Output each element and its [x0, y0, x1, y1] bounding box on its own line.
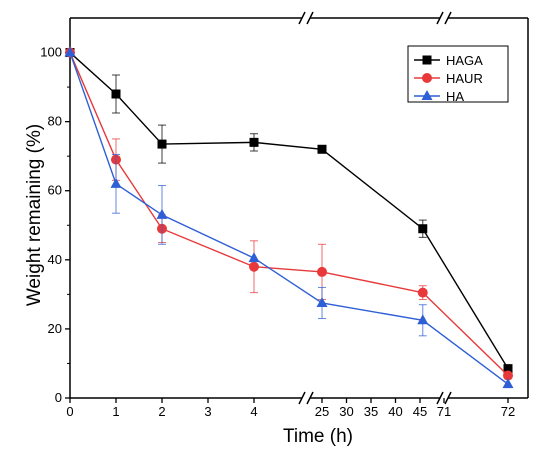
data-point — [248, 252, 260, 263]
x-tick-label: 1 — [112, 404, 119, 419]
data-point — [502, 378, 514, 389]
data-point — [249, 137, 259, 147]
legend-marker — [422, 73, 432, 83]
y-tick-label: 20 — [48, 321, 62, 336]
axes — [69, 11, 529, 405]
series-ha — [64, 46, 514, 389]
axis-break-mark — [444, 11, 452, 25]
legend-label: HA — [446, 89, 464, 104]
x-tick-label: 3 — [204, 404, 211, 419]
y-tick-labels: 0 20 40 60 80 100 — [40, 45, 62, 405]
data-point — [317, 144, 327, 154]
data-point — [418, 224, 428, 234]
x-tick-label: 45 — [413, 404, 427, 419]
x-tick-label: 30 — [339, 404, 353, 419]
y-tick-label: 0 — [55, 390, 62, 405]
data-point — [64, 46, 76, 57]
data-point — [110, 177, 122, 188]
y-tick-label: 100 — [40, 45, 62, 60]
x-tick-label: 35 — [364, 404, 378, 419]
data-point — [157, 139, 167, 149]
series-line — [69, 52, 509, 370]
axis-break-mark — [298, 391, 306, 405]
series-line — [69, 52, 509, 377]
x-axis-title: Time (h) — [283, 426, 353, 447]
axis-break-mark — [436, 391, 444, 405]
x-tick-label: 0 — [66, 404, 73, 419]
x-tick-label: 71 — [437, 404, 451, 419]
data-point — [249, 261, 259, 272]
x-tick-label: 72 — [501, 404, 515, 419]
data-point — [316, 297, 328, 307]
axis-break-mark — [444, 391, 452, 405]
x-tick-label: 2 — [158, 404, 165, 419]
data-point — [417, 287, 428, 298]
axis-break-mark — [298, 11, 306, 25]
x-tick-label: 40 — [388, 404, 402, 419]
y-tick-label: 40 — [48, 252, 62, 267]
y-tick-label: 60 — [48, 183, 62, 198]
data-point — [111, 89, 121, 99]
x-tick-labels: 0 1 2 3 4 25 30 35 40 45 71 72 — [66, 404, 515, 419]
y-tick-label: 80 — [48, 114, 62, 129]
legend: HAGA HAUR HA — [407, 45, 509, 104]
y-axis-title: Weight remaining (%) — [24, 124, 45, 306]
axis-break-mark — [306, 391, 314, 405]
axis-break-mark — [306, 11, 314, 25]
axis-break-mark — [436, 11, 444, 25]
data-point — [156, 208, 168, 219]
tick-marks — [65, 51, 509, 403]
data-point — [503, 364, 513, 374]
legend-marker — [421, 90, 433, 100]
legend-label: HAGA — [446, 53, 483, 68]
x-tick-label: 25 — [315, 404, 329, 419]
legend-marker — [422, 55, 432, 65]
data-point — [503, 370, 513, 381]
data-point — [417, 314, 429, 325]
legend-box — [407, 45, 509, 103]
legend-label: HAUR — [446, 71, 483, 86]
data-point — [317, 266, 327, 277]
series-layer — [64, 46, 514, 389]
x-tick-label: 4 — [250, 404, 257, 419]
